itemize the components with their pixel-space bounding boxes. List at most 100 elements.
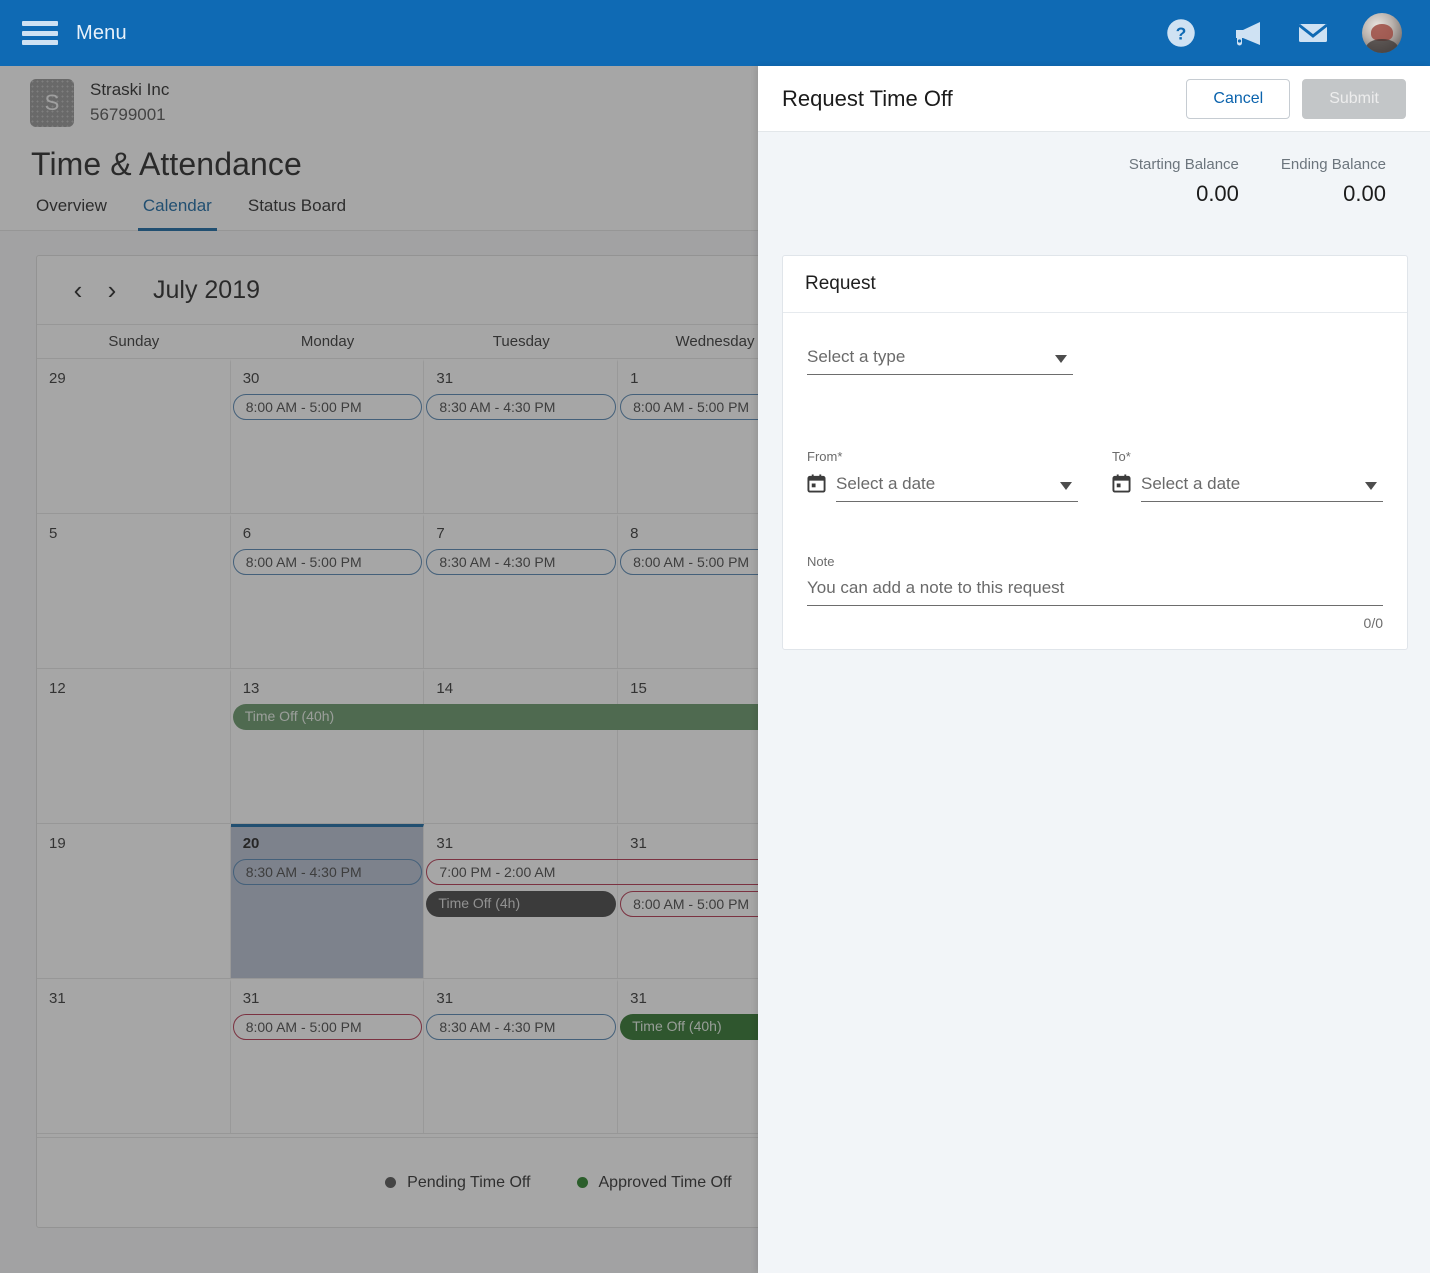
ending-balance-value: 0.00 — [1343, 181, 1386, 206]
calendar-day-number: 19 — [49, 835, 66, 852]
submit-button: Submit — [1302, 78, 1406, 119]
calendar-time-off-event[interactable]: Time Off (4h) — [426, 891, 617, 917]
legend-item: Pending Time Off — [385, 1173, 531, 1192]
calendar-day-number: 15 — [630, 680, 647, 697]
org-text: Straski Inc 56799001 — [90, 78, 169, 127]
starting-balance-value: 0.00 — [1196, 181, 1239, 206]
svg-text:?: ? — [1176, 23, 1187, 43]
request-card-body: From* To* — [783, 313, 1407, 649]
calendar-day-number: 31 — [630, 835, 647, 852]
type-select[interactable] — [807, 347, 1073, 375]
to-date-inner — [1112, 474, 1383, 502]
from-date-inner — [807, 474, 1078, 502]
to-required-marker: * — [1125, 449, 1131, 464]
calendar-day-cell[interactable]: 13 — [231, 669, 425, 823]
calendar-month-label: July 2019 — [153, 275, 261, 304]
note-field: Note 0/0 — [807, 554, 1383, 631]
to-date-input[interactable] — [1141, 474, 1383, 502]
calendar-day-cell[interactable]: 7 — [424, 514, 619, 668]
legend-dot-icon — [385, 1177, 397, 1188]
calendar-day-cell[interactable]: 29 — [37, 359, 231, 513]
calendar-shift-event[interactable]: 8:30 AM - 4:30 PM — [426, 394, 617, 420]
modal-scrim[interactable] — [0, 66, 758, 1273]
calendar-shift-event[interactable]: 8:00 AM - 5:00 PM — [232, 549, 423, 575]
calendar-shift-event[interactable]: 8:00 AM - 5:00 PM — [232, 394, 423, 420]
prev-month-button[interactable]: ‹ — [73, 275, 83, 305]
week-day-grid: 19203131313131 — [37, 824, 1393, 978]
tab-overview[interactable]: Overview — [36, 196, 107, 215]
calendar-day-number: 7 — [436, 525, 445, 542]
help-icon[interactable]: ? — [1164, 16, 1198, 50]
calendar-shift-event[interactable]: 8:30 AM - 4:30 PM — [426, 549, 617, 575]
to-label: To* — [1112, 449, 1383, 464]
calendar-day-number: 5 — [49, 525, 58, 542]
request-time-off-panel: Request Time Off Cancel Submit Starting … — [758, 66, 1430, 1273]
calendar-day-cell-selected[interactable]: 20 — [230, 824, 425, 978]
legend-label: Approved Time Off — [598, 1173, 732, 1191]
cancel-button[interactable]: Cancel — [1186, 78, 1291, 119]
topbar-icon-group: ? — [1164, 13, 1402, 53]
calendar-day-cell[interactable]: 31 — [424, 359, 619, 513]
ending-balance-label: Ending Balance — [1280, 156, 1386, 173]
page-tabs: Overview Calendar Status Board — [31, 192, 351, 231]
calendar-day-number: 31 — [49, 990, 66, 1007]
mail-icon[interactable] — [1296, 16, 1330, 50]
calendar-shift-event[interactable]: 8:30 AM - 4:30 PM — [426, 1014, 617, 1040]
org-name: Straski Inc — [90, 80, 170, 99]
calendar-day-cell[interactable]: 31 — [37, 979, 231, 1133]
calendar-day-number: 31 — [436, 835, 454, 852]
note-label: Note — [807, 554, 835, 569]
calendar-day-number: 13 — [242, 680, 260, 697]
calendar-day-cell[interactable]: 12 — [37, 669, 231, 823]
ending-balance: Ending Balance 0.00 — [1281, 156, 1386, 207]
calendar-day-number: 20 — [242, 835, 260, 852]
calendar-day-cell[interactable]: 6 — [231, 514, 425, 668]
note-character-count: 0/0 — [1363, 615, 1383, 631]
day-of-week-sunday: Sunday — [108, 333, 160, 350]
calendar-day-number: 12 — [49, 680, 66, 697]
note-input[interactable] — [807, 578, 1383, 606]
request-card: Request From* — [782, 255, 1408, 650]
from-date-input[interactable] — [836, 474, 1078, 502]
calendar-shift-event[interactable]: 8:00 AM - 5:00 PM — [232, 1014, 423, 1040]
calendar-icon — [807, 474, 826, 498]
menu-label[interactable]: Menu — [76, 21, 127, 44]
calendar-shift-event[interactable]: 8:30 AM - 4:30 PM — [232, 859, 423, 885]
legend-label: Pending Time Off — [407, 1173, 531, 1191]
calendar-day-cell[interactable]: 31 — [424, 979, 619, 1133]
header-divider — [0, 230, 1430, 231]
next-month-button[interactable]: › — [107, 275, 117, 305]
top-navigation-bar: Menu ? — [0, 0, 1430, 66]
calendar-day-number: 29 — [49, 370, 66, 387]
calendar-day-cell[interactable]: 31 — [424, 824, 619, 978]
from-label: From* — [807, 449, 1078, 464]
organization-header: S Straski Inc 56799001 — [30, 78, 169, 127]
day-of-week-wednesday: Wednesday — [675, 333, 755, 350]
calendar-day-number: 30 — [242, 370, 260, 387]
calendar-day-cell[interactable]: 31 — [231, 979, 425, 1133]
calendar-day-cell[interactable]: 30 — [231, 359, 425, 513]
calendar-day-number: 8 — [630, 525, 639, 542]
calendar-icon — [1112, 474, 1131, 498]
from-date-field: From* — [807, 449, 1078, 502]
day-of-week-monday: Monday — [300, 333, 355, 350]
calendar-day-cell[interactable]: 5 — [37, 514, 231, 668]
starting-balance: Starting Balance 0.00 — [1129, 156, 1239, 207]
calendar-day-cell[interactable]: 19 — [37, 824, 231, 978]
page-title: Time & Attendance — [31, 146, 302, 182]
panel-actions: Cancel Submit — [1186, 78, 1406, 119]
tab-calendar[interactable]: Calendar — [137, 192, 217, 231]
from-label-text: From — [807, 449, 838, 464]
calendar-day-number: 14 — [436, 680, 454, 697]
hamburger-menu-icon[interactable] — [22, 21, 58, 45]
org-id: 56799001 — [90, 104, 166, 124]
tab-status-board[interactable]: Status Board — [247, 196, 347, 215]
announcement-icon[interactable] — [1230, 16, 1264, 50]
calendar-day-cell[interactable]: 14 — [424, 669, 619, 823]
calendar-day-number: 31 — [630, 990, 647, 1007]
panel-title: Request Time Off — [782, 85, 953, 111]
to-label-text: To — [1112, 449, 1126, 464]
calendar-day-number: 31 — [436, 370, 454, 387]
avatar[interactable] — [1362, 13, 1402, 53]
